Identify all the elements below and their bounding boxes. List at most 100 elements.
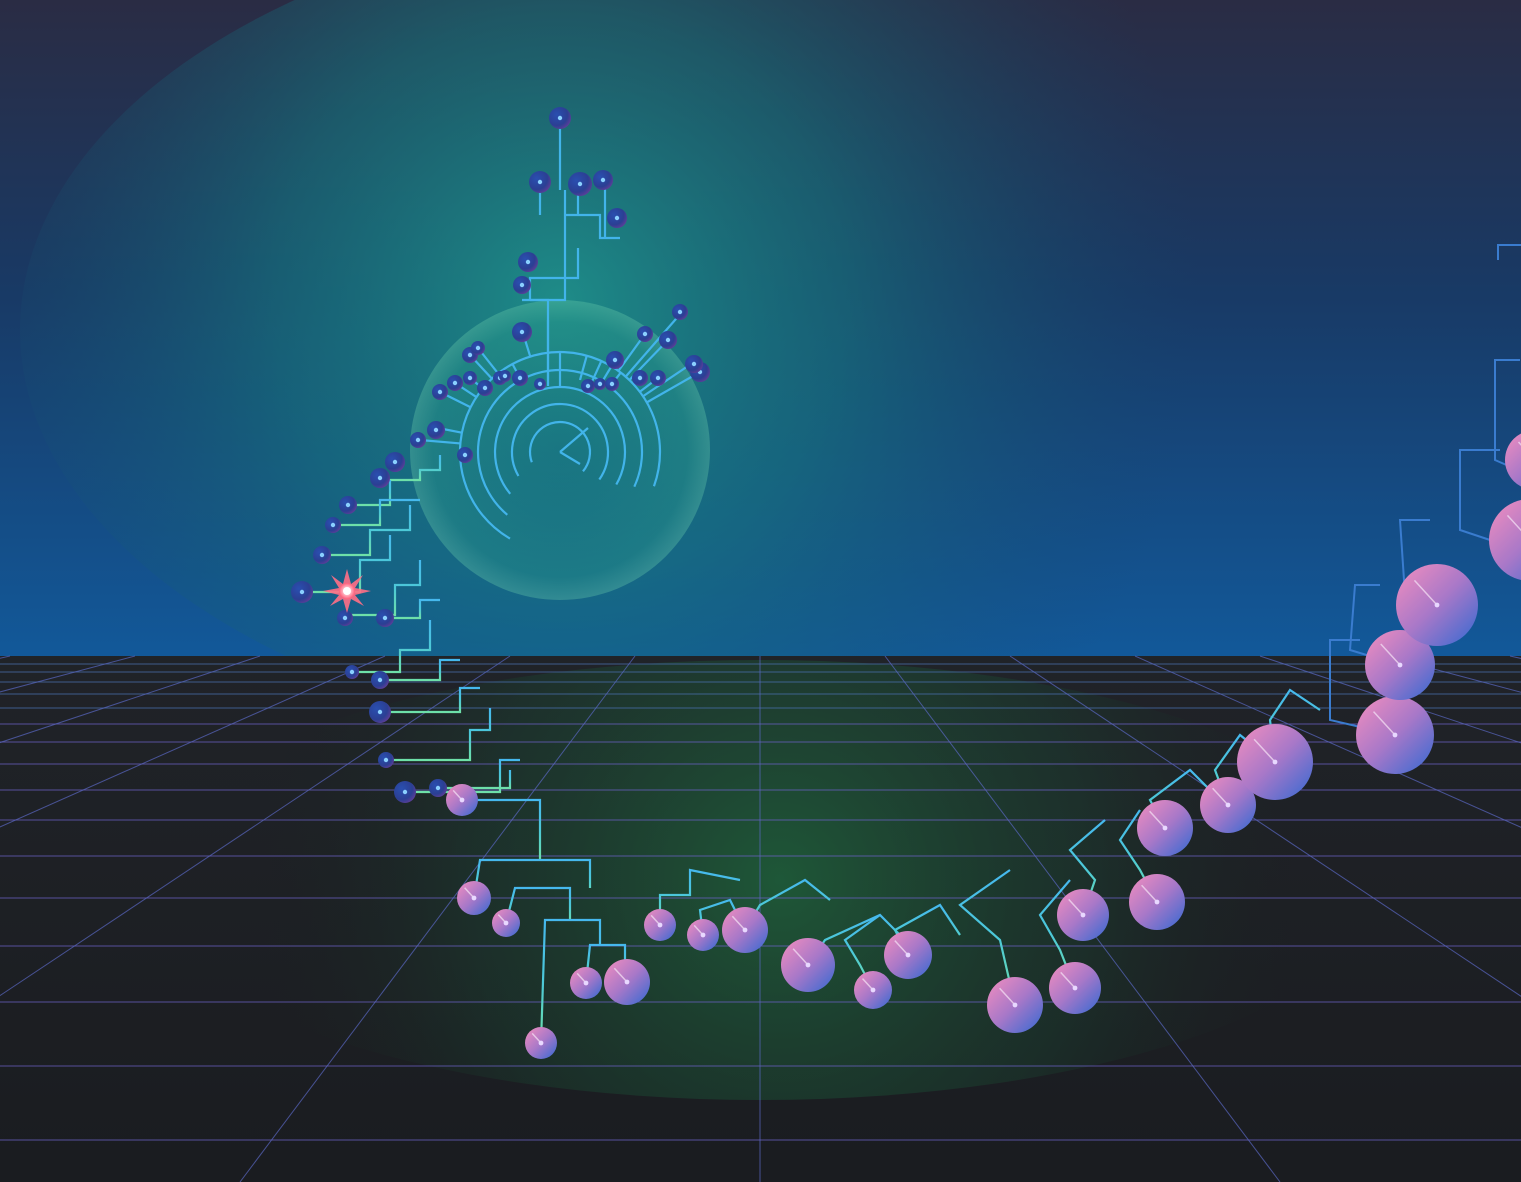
node-center-dot bbox=[1154, 899, 1160, 905]
node-center-dot bbox=[577, 181, 583, 187]
grid-line-radial bbox=[1134, 655, 1521, 828]
node-stem-line bbox=[1413, 579, 1438, 606]
node-stem-line bbox=[999, 987, 1016, 1006]
tree-center-spoke bbox=[559, 427, 589, 453]
node-center-dot bbox=[805, 962, 811, 968]
grid-line-radial bbox=[239, 655, 636, 1182]
node-center-dot bbox=[319, 552, 325, 558]
node-center-dot bbox=[624, 979, 630, 985]
node-center-dot bbox=[467, 352, 473, 358]
node-stem-line bbox=[613, 967, 628, 983]
node-center-dot bbox=[614, 215, 620, 221]
node-center-dot bbox=[452, 380, 458, 386]
pink-node-sphere bbox=[1505, 433, 1521, 487]
grid-line-radial bbox=[0, 655, 511, 997]
node-center-dot bbox=[519, 329, 525, 335]
node-center-dot bbox=[677, 309, 683, 315]
tree-branch-segment bbox=[1459, 449, 1500, 541]
node-center-dot bbox=[700, 932, 706, 938]
tree-branch-segment bbox=[380, 686, 480, 714]
node-center-dot bbox=[742, 927, 748, 933]
node-center-dot bbox=[503, 920, 509, 926]
node-center-dot bbox=[1162, 825, 1168, 831]
halo-glow bbox=[20, 0, 1460, 750]
tree-branch-segment bbox=[380, 455, 442, 482]
tree-branch-segment bbox=[472, 858, 592, 899]
perspective-floor-grid bbox=[0, 655, 1521, 1182]
pink-node-group bbox=[446, 433, 1521, 1059]
node-stem-line bbox=[1141, 884, 1158, 903]
node-center-dot bbox=[519, 282, 525, 288]
node-stem-line bbox=[731, 915, 746, 931]
node-center-dot bbox=[583, 980, 589, 986]
node-center-dot bbox=[1012, 1002, 1018, 1008]
tree-branch-segment bbox=[322, 505, 412, 557]
grid-line-radial bbox=[0, 655, 386, 828]
node-center-dot bbox=[517, 375, 523, 381]
tree-branch-segment bbox=[504, 886, 572, 924]
node-center-dot bbox=[657, 922, 663, 928]
tree-branch-segment bbox=[330, 498, 420, 527]
tree-branch-segment bbox=[380, 658, 460, 682]
tree-top-branches bbox=[522, 298, 550, 380]
node-stem-line bbox=[792, 948, 809, 966]
node-center-dot bbox=[1272, 759, 1278, 765]
node-center-dot bbox=[655, 375, 661, 381]
tree-branch-segment bbox=[1497, 244, 1521, 260]
node-stem-line bbox=[861, 978, 874, 991]
tree-branch-segment bbox=[350, 480, 392, 507]
tree-ring-arc bbox=[510, 402, 610, 481]
tree-branch-segment bbox=[958, 869, 1017, 1006]
node-center-dot bbox=[905, 952, 911, 958]
node-center-dot bbox=[1225, 802, 1231, 808]
node-center-dot bbox=[383, 757, 389, 763]
curved-branching-tree bbox=[300, 455, 1321, 1044]
tree-branch-segment bbox=[539, 918, 602, 1044]
node-stem-line bbox=[1253, 738, 1276, 763]
node-stem-line bbox=[1506, 514, 1521, 532]
node-center-dot bbox=[462, 452, 468, 458]
node-center-dot bbox=[870, 987, 876, 993]
node-center-dot bbox=[1434, 602, 1440, 608]
node-center-dot bbox=[342, 615, 348, 621]
node-stem-line bbox=[1068, 898, 1084, 916]
tree-leaf-branch bbox=[642, 361, 695, 398]
node-stem-line bbox=[1060, 971, 1076, 989]
node-center-dot bbox=[435, 785, 441, 791]
tree-ring-arc bbox=[458, 350, 662, 540]
tree-center-spoke bbox=[559, 451, 581, 465]
tree-leaf-branch bbox=[624, 311, 683, 378]
node-center-dot bbox=[349, 669, 355, 675]
node-center-dot bbox=[482, 385, 488, 391]
node-center-dot bbox=[467, 375, 473, 381]
node-stem-line bbox=[1149, 810, 1166, 829]
tree-ring-arc bbox=[476, 368, 644, 516]
node-center-dot bbox=[502, 373, 508, 379]
tree-ring-arc bbox=[493, 385, 627, 495]
node-stem-line bbox=[1212, 787, 1229, 806]
tree-branch-segment bbox=[462, 798, 542, 860]
node-center-dot bbox=[585, 383, 591, 389]
starburst-center bbox=[343, 587, 351, 595]
node-center-dot bbox=[538, 1040, 544, 1046]
node-center-dot bbox=[382, 615, 388, 621]
node-center-dot bbox=[642, 331, 648, 337]
node-center-dot bbox=[691, 361, 697, 367]
tree-leaf-branch bbox=[646, 371, 701, 404]
node-center-dot bbox=[415, 437, 421, 443]
node-center-dot bbox=[557, 115, 563, 121]
node-center-dot bbox=[597, 381, 603, 387]
root-starburst bbox=[323, 569, 371, 613]
node-center-dot bbox=[377, 677, 383, 683]
node-center-dot bbox=[475, 345, 481, 351]
pink-node-sphere bbox=[1489, 500, 1521, 580]
tree-branch-segment bbox=[385, 598, 440, 620]
node-center-dot bbox=[433, 427, 439, 433]
node-center-dot bbox=[1080, 912, 1086, 918]
node-center-dot bbox=[612, 357, 618, 363]
node-stem-line bbox=[1380, 643, 1401, 666]
node-center-dot bbox=[402, 789, 408, 795]
node-center-dot bbox=[600, 177, 606, 183]
node-center-dot bbox=[537, 179, 543, 185]
tree-branch-segment bbox=[355, 620, 432, 674]
